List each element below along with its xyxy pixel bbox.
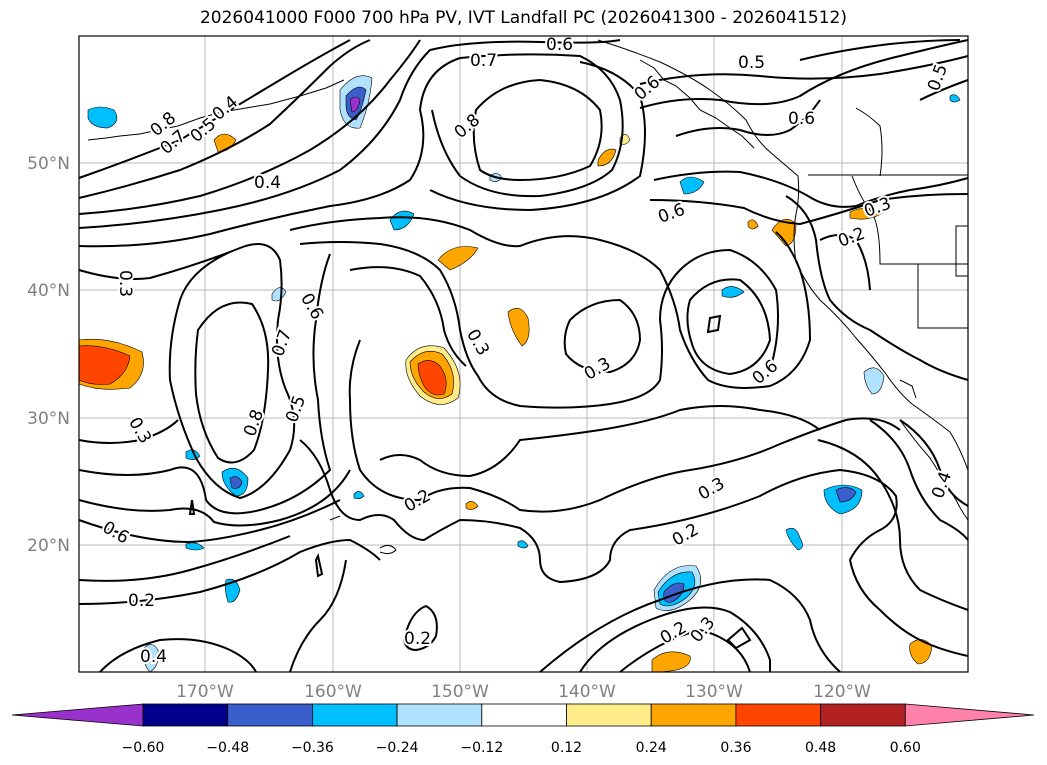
colorbar-tick-label: 0.24 (636, 740, 667, 756)
lon-label: 120°W (813, 682, 871, 702)
colorbar-labels: −0.60 −0.48 −0.36 −0.24 −0.12 0.12 0.24 0.36 0.4… (122, 740, 921, 756)
patch-neg (87, 106, 118, 129)
patch-neg (349, 96, 361, 113)
patch-pos (465, 501, 479, 510)
colorbar-segment (820, 703, 906, 727)
patch-neg (225, 578, 241, 603)
lon-label: 160°W (304, 682, 362, 702)
contour-label: 0.7 (268, 327, 296, 359)
patch-pos (849, 207, 885, 220)
colorbar-tick-label: −0.24 (376, 740, 419, 756)
axis-labels: 50°N 40°N 30°N 20°N 170°W 160°W 150°W 14… (27, 154, 871, 702)
colorbar-tick-label: 0.60 (890, 740, 921, 756)
contour-label: 0.3 (695, 474, 728, 505)
lon-label: 170°W (176, 682, 234, 702)
map-title: 2026041000 F000 700 hPa PV, IVT Landfall… (199, 8, 847, 28)
contour-label: 0.5 (924, 62, 952, 94)
contour-label: 0.6 (546, 35, 573, 55)
patch-pos (651, 651, 691, 673)
patch-neg (229, 476, 243, 489)
colorbar-extend-low (11, 703, 144, 727)
patch-neg (389, 210, 415, 231)
contour-labels: 0.6 0.7 0.5 0.6 0.8 0.8 0.7 0.5 0.4 0.5 … (97, 33, 958, 669)
patch-pos (507, 307, 530, 347)
contour-label: 0.6 (656, 200, 688, 228)
patch-pos (417, 360, 447, 396)
contour-label: 0.2 (404, 629, 431, 649)
contour-label: 0.4 (928, 469, 956, 501)
contour-label: 0.2 (836, 224, 868, 252)
patch-neg (185, 542, 205, 551)
colorbar-segment (311, 703, 398, 727)
patch-neg (271, 287, 287, 302)
contour-label: 0.6 (788, 109, 815, 129)
colorbar (11, 703, 1035, 727)
patch-pos (437, 246, 479, 271)
colorbar-segment (396, 703, 483, 727)
contour-label: 0.6 (631, 72, 665, 105)
lat-label: 30°N (27, 409, 70, 429)
contour-label: 0.2 (128, 591, 155, 611)
contour-label: 0.2 (401, 486, 434, 517)
patch-neg (835, 487, 857, 503)
contour-label: 0.3 (115, 270, 135, 297)
patch-neg (721, 286, 745, 298)
patch-pos (597, 148, 617, 167)
contour-label: 0.5 (282, 393, 310, 425)
colorbar-tick-label: −0.36 (291, 740, 334, 756)
patch-pos (909, 639, 933, 665)
pv-contours (78, 39, 969, 673)
patch-neg (949, 94, 961, 103)
colorbar-segment (481, 703, 567, 727)
contour-label: 0.4 (254, 173, 281, 193)
contour-label: 0.2 (669, 520, 702, 551)
colorbar-tick-label: −0.60 (122, 740, 165, 756)
lon-label: 150°W (431, 682, 489, 702)
contour-label: 0.7 (470, 51, 497, 71)
lon-label: 130°W (685, 682, 743, 702)
colorbar-tick-label: −0.12 (460, 740, 503, 756)
patch-neg (517, 540, 529, 549)
lat-label: 20°N (27, 536, 70, 556)
colorbar-tick-label: −0.48 (206, 740, 249, 756)
patch-neg (679, 176, 705, 195)
patch-pos (747, 219, 759, 230)
patch-pos (78, 345, 131, 385)
lat-label: 50°N (27, 154, 70, 174)
colorbar-segment (650, 703, 737, 727)
contour-label: 0.6 (99, 517, 132, 548)
contour-label: 0.5 (738, 53, 765, 73)
patch-neg (143, 644, 159, 673)
lat-label: 40°N (27, 281, 70, 301)
contour-label: 0.4 (140, 647, 167, 667)
colorbar-tick-label: 0.36 (720, 740, 751, 756)
map-frame (78, 35, 969, 673)
patch-neg (353, 491, 365, 499)
colorbar-tick-label: 0.48 (805, 740, 836, 756)
colorbar-segment (227, 703, 313, 727)
contour-label: 0.3 (581, 354, 614, 385)
lon-label: 140°W (558, 682, 616, 702)
colorbar-segment (566, 703, 652, 727)
pv-shading (78, 75, 961, 673)
colorbar-tick-label: 0.12 (551, 740, 582, 756)
patch-neg (863, 367, 885, 395)
colorbar-segment (142, 703, 229, 727)
contour-label: 0.6 (296, 290, 327, 323)
patch-neg (785, 527, 803, 551)
contour-label: 0.6 (749, 356, 783, 389)
colorbar-extend-high (904, 703, 1035, 727)
contour-label: 0.8 (451, 110, 485, 143)
colorbar-segment (735, 703, 822, 727)
